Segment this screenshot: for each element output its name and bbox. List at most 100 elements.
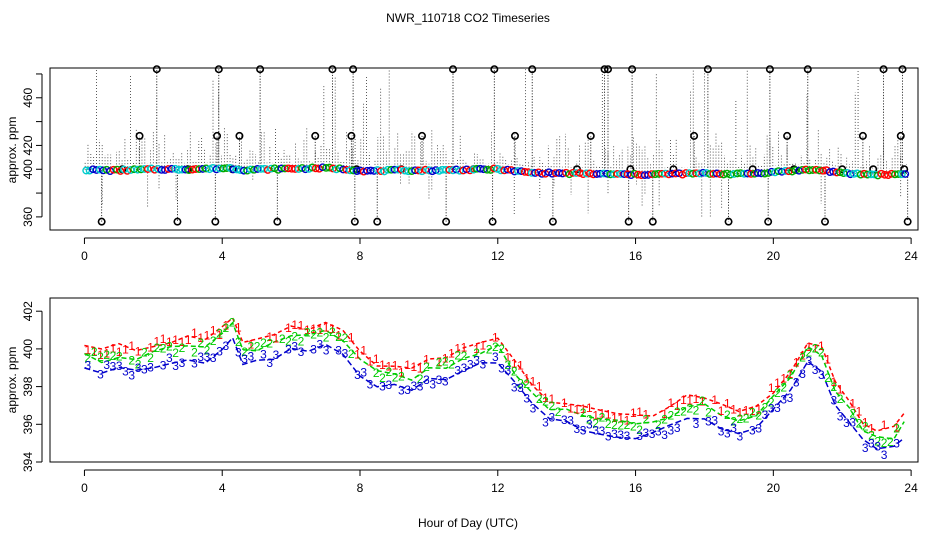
- series-1-marker: 1: [91, 344, 98, 358]
- series-3-marker: 3: [805, 354, 812, 368]
- series-3-marker: 3: [693, 417, 700, 431]
- series-3-marker: 3: [730, 421, 737, 435]
- series-3-marker: 3: [561, 413, 568, 427]
- series-2-marker: 2: [342, 331, 349, 345]
- series-2-marker: 2: [837, 392, 844, 406]
- bottom-y-axis: 394 396 398 400 402: [21, 301, 43, 472]
- series-3-marker: 3: [379, 380, 386, 394]
- series-3-marker: 3: [617, 428, 624, 442]
- bottom-series-lines: [84, 316, 905, 450]
- outlier-point: [898, 65, 907, 74]
- series-1-marker: 1: [824, 353, 831, 367]
- series-1-marker: 1: [674, 399, 681, 413]
- outlier-point: [256, 65, 265, 74]
- series-2-marker: 2: [135, 358, 142, 372]
- series-3-marker: 3: [661, 428, 668, 442]
- series-2-marker: 2: [197, 336, 204, 350]
- series-3-marker: 3: [592, 424, 599, 438]
- series-1-marker: 1: [354, 347, 361, 361]
- series-3-marker: 3: [831, 394, 838, 408]
- series-2-marker: 2: [856, 416, 863, 430]
- series-3-marker: 3: [116, 359, 123, 373]
- series-2-marker: 2: [749, 405, 756, 419]
- series-1-marker: 1: [110, 342, 117, 356]
- x-tick-label: 8: [357, 481, 364, 495]
- series-3-marker: 3: [442, 375, 449, 389]
- series-1-marker: 1: [793, 355, 800, 369]
- series-2-marker: 2: [787, 368, 794, 382]
- series-2-marker: 2: [805, 345, 812, 359]
- series-1-marker: 1: [617, 412, 624, 426]
- series-3-marker: 3: [216, 345, 223, 359]
- series-1-marker: 1: [505, 350, 512, 364]
- series-1-marker: 1: [737, 405, 744, 419]
- y-tick-label: 394: [21, 452, 35, 472]
- series-1-marker: 1: [398, 365, 405, 379]
- series-2-marker: 2: [705, 405, 712, 419]
- x-tick-label: 0: [81, 249, 88, 263]
- series-3-marker: 3: [674, 421, 681, 435]
- series-1-marker: 1: [686, 394, 693, 408]
- series-2-marker: 2: [210, 334, 217, 348]
- series-3-marker: 3: [780, 393, 787, 407]
- series-3-marker: 3: [498, 362, 505, 376]
- series-3-marker: 3: [135, 361, 142, 375]
- series-2-marker: 2: [668, 409, 675, 423]
- series-3-marker: 3: [548, 410, 555, 424]
- data-point: [397, 165, 406, 174]
- x-tick-label: 20: [767, 249, 781, 263]
- series-2-marker: 2: [580, 406, 587, 420]
- series-1-marker: 1: [404, 358, 411, 372]
- series-1-marker: 1: [135, 345, 142, 359]
- series-1-marker: 1: [197, 331, 204, 345]
- series-2-marker: 2: [385, 365, 392, 379]
- series-1-marker: 1: [630, 406, 637, 420]
- series-2-marker: 2: [780, 381, 787, 395]
- data-point: [901, 170, 910, 178]
- series-3-marker: 3: [737, 429, 744, 443]
- series-3-marker: 3: [799, 367, 806, 381]
- y-tick-label: 402: [21, 301, 35, 321]
- series-2-marker: 2: [498, 342, 505, 356]
- series-2-marker: 2: [229, 316, 236, 330]
- series-3-marker: 3: [323, 344, 330, 358]
- series-3-marker: 3: [642, 426, 649, 440]
- series-1-marker: 1: [636, 405, 643, 419]
- outlier-point: [803, 65, 812, 74]
- outlier-point: [349, 65, 358, 74]
- top-plot-frame: [49, 67, 919, 231]
- series-1-marker: 1: [166, 335, 173, 349]
- series-1-marker: 1: [116, 345, 123, 359]
- series-1-marker: 1: [680, 393, 687, 407]
- series-2-marker: 2: [724, 408, 731, 422]
- series-3-marker: 3: [316, 337, 323, 351]
- data-point: [123, 166, 132, 175]
- series-3-marker: 3: [285, 342, 292, 356]
- series-3-marker: 3: [818, 368, 825, 382]
- series-2-marker: 2: [611, 418, 618, 432]
- series-3-marker: 3: [367, 378, 374, 392]
- series-1-marker: 1: [831, 375, 838, 389]
- series-2-marker: 2: [398, 369, 405, 383]
- series-3-marker: 3: [454, 364, 461, 378]
- series-2-marker: 2: [505, 358, 512, 372]
- top-spikes: [84, 69, 907, 219]
- series-1-marker: 1: [699, 395, 706, 409]
- series-3-marker: 3: [668, 423, 675, 437]
- series-1-marker: 1: [103, 346, 110, 360]
- series-2-marker: 2: [116, 350, 123, 364]
- series-2-marker: 2: [630, 419, 637, 433]
- series-2-marker: 2: [674, 405, 681, 419]
- series-1-marker: 1: [818, 339, 825, 353]
- series-2-marker: 2: [128, 354, 135, 368]
- series-3-marker: 3: [711, 414, 718, 428]
- series-2-marker: 2: [730, 415, 737, 429]
- series-3-marker: 3: [461, 361, 468, 375]
- x-tick-label: 4: [219, 481, 226, 495]
- series-3-marker: 3: [530, 402, 537, 416]
- series-2-marker: 2: [379, 371, 386, 385]
- top-x-axis: 0 4 8 12 16 20 24: [81, 237, 918, 263]
- series-1-marker: 1: [548, 392, 555, 406]
- series-2-marker: 2: [642, 412, 649, 426]
- series-3-marker: 3: [360, 365, 367, 379]
